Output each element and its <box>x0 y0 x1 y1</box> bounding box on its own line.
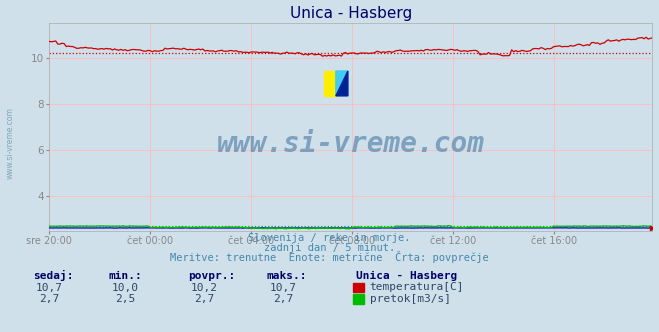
Polygon shape <box>336 71 348 96</box>
Text: 2,7: 2,7 <box>194 294 214 304</box>
Polygon shape <box>336 71 348 96</box>
Title: Unica - Hasberg: Unica - Hasberg <box>290 6 412 21</box>
Text: zadnji dan / 5 minut.: zadnji dan / 5 minut. <box>264 243 395 253</box>
Text: Meritve: trenutne  Enote: metrične  Črta: povprečje: Meritve: trenutne Enote: metrične Črta: … <box>170 251 489 263</box>
Text: 10,2: 10,2 <box>191 283 217 292</box>
Polygon shape <box>324 71 336 96</box>
Text: 10,0: 10,0 <box>112 283 138 292</box>
Text: 2,5: 2,5 <box>115 294 135 304</box>
Text: sedaj:: sedaj: <box>33 270 73 281</box>
Text: 2,7: 2,7 <box>40 294 59 304</box>
Text: Slovenija / reke in morje.: Slovenija / reke in morje. <box>248 233 411 243</box>
Text: pretok[m3/s]: pretok[m3/s] <box>370 294 451 304</box>
Text: 10,7: 10,7 <box>270 283 297 292</box>
Text: Unica - Hasberg: Unica - Hasberg <box>356 271 457 281</box>
Text: www.si-vreme.com: www.si-vreme.com <box>217 129 485 158</box>
Text: povpr.:: povpr.: <box>188 271 235 281</box>
Text: min.:: min.: <box>109 271 142 281</box>
Text: www.si-vreme.com: www.si-vreme.com <box>5 107 14 179</box>
Text: maks.:: maks.: <box>267 271 307 281</box>
Text: temperatura[C]: temperatura[C] <box>370 283 464 292</box>
Text: 10,7: 10,7 <box>36 283 63 292</box>
Text: 2,7: 2,7 <box>273 294 293 304</box>
